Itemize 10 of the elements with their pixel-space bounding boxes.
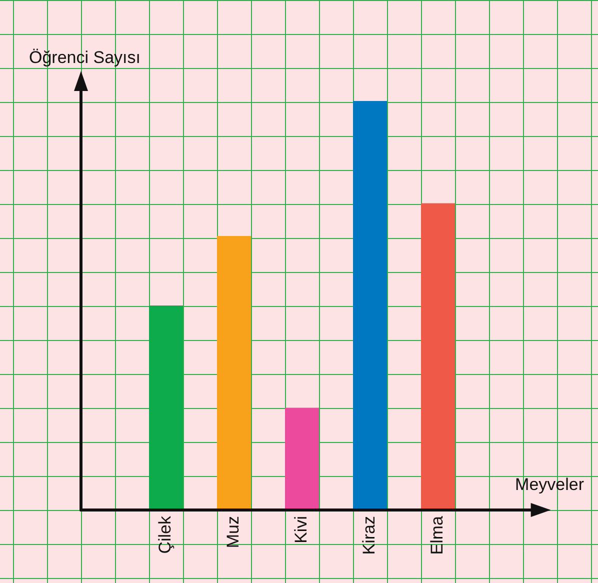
bar <box>285 408 319 510</box>
bar <box>421 203 455 510</box>
x-tick-label: Kiraz <box>360 516 379 555</box>
x-tick-label: Çilek <box>156 516 175 554</box>
x-tick-label: Muz <box>224 516 243 548</box>
bar <box>149 306 183 510</box>
bar <box>353 101 387 510</box>
bar <box>217 236 251 510</box>
x-tick-label: Kivi <box>292 516 311 544</box>
x-tick-label: Elma <box>428 515 447 555</box>
